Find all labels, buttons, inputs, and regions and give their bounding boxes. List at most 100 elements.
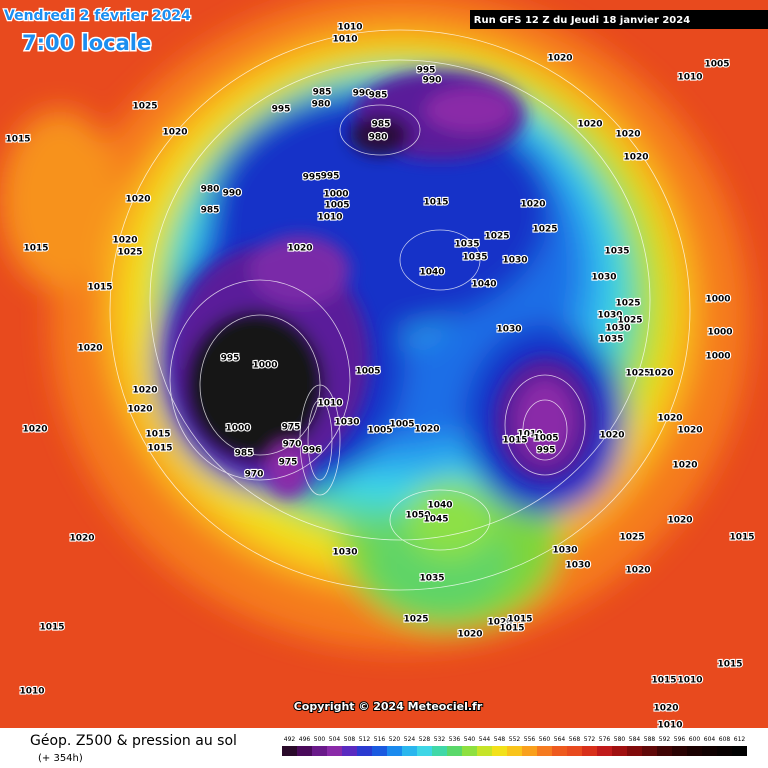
pressure-label: 1015 xyxy=(5,135,30,145)
scale-swatch xyxy=(732,746,747,756)
scale-swatch xyxy=(312,746,327,756)
pressure-label: 1000 xyxy=(323,190,348,200)
pressure-label: 980 xyxy=(312,100,331,110)
scale-label: 584 xyxy=(629,736,641,743)
scale-label: 568 xyxy=(569,736,581,743)
pressure-label: 1020 xyxy=(112,236,137,246)
pressure-label: 1015 xyxy=(145,430,170,440)
scale-label: 596 xyxy=(674,736,686,743)
pressure-label: 1015 xyxy=(23,244,48,254)
pressure-label: 1020 xyxy=(132,386,157,396)
pressure-label: 1020 xyxy=(287,244,312,254)
pressure-label: 1040 xyxy=(471,280,496,290)
pressure-label: 1050 xyxy=(405,511,430,521)
pressure-label: 1015 xyxy=(717,660,742,670)
pressure-label: 1005 xyxy=(324,201,349,211)
pressure-label: 1035 xyxy=(598,335,623,345)
pressure-label: 1020 xyxy=(677,426,702,436)
scale-swatch xyxy=(507,746,522,756)
pressure-label: 1035 xyxy=(454,240,479,250)
pressure-label: 1020 xyxy=(672,461,697,471)
pressure-label: 1030 xyxy=(332,548,357,558)
forecast-date: Vendredi 2 février 2024 xyxy=(4,8,191,24)
pressure-label: 1035 xyxy=(462,253,487,263)
pressure-label: 1030 xyxy=(605,324,630,334)
pressure-label: 1020 xyxy=(615,130,640,140)
scale-label: 572 xyxy=(584,736,596,743)
pressure-label: 995 xyxy=(417,66,436,76)
scale-swatch xyxy=(372,746,387,756)
pressure-label: 995 xyxy=(303,173,322,183)
scale-swatch xyxy=(357,746,372,756)
pressure-label: 1030 xyxy=(565,561,590,571)
scale-swatch xyxy=(387,746,402,756)
pressure-label: 1020 xyxy=(667,516,692,526)
pressure-label: 970 xyxy=(283,440,302,450)
pressure-label: 1020 xyxy=(648,369,673,379)
pressure-label: 985 xyxy=(313,88,332,98)
pressure-label: 970 xyxy=(245,470,264,480)
pressure-label: 1015 xyxy=(39,623,64,633)
scale-label: 548 xyxy=(494,736,506,743)
scale-swatch xyxy=(702,746,717,756)
pressure-label: 1000 xyxy=(252,361,277,371)
pressure-label: 1040 xyxy=(427,501,452,511)
pressure-label: 1020 xyxy=(77,344,102,354)
pressure-label: 1005 xyxy=(355,367,380,377)
pressure-label: 1020 xyxy=(162,128,187,138)
pressure-label: 1045 xyxy=(423,515,448,525)
pressure-label: 1015 xyxy=(502,436,527,446)
scale-swatch xyxy=(282,746,297,756)
pressure-label: 995 xyxy=(321,172,340,182)
scale-label: 516 xyxy=(374,736,386,743)
scale-swatch xyxy=(327,746,342,756)
pressure-label: 1020 xyxy=(623,153,648,163)
pressure-label: 1020 xyxy=(22,425,47,435)
run-info: Run GFS 12 Z du Jeudi 18 janvier 2024 xyxy=(474,15,690,26)
pressure-label: 1000 xyxy=(707,328,732,338)
pressure-label: 1030 xyxy=(591,273,616,283)
pressure-label: 1010 xyxy=(19,687,44,697)
run-box xyxy=(470,10,768,29)
pressure-label: 990 xyxy=(223,189,242,199)
pressure-label: 1025 xyxy=(132,102,157,112)
pressure-label: 1010 xyxy=(517,430,542,440)
scale-swatch xyxy=(297,746,312,756)
scale-swatch xyxy=(597,746,612,756)
pressure-label: 1010 xyxy=(317,213,342,223)
copyright: Copyright © 2024 Meteociel.fr xyxy=(294,700,483,713)
scale-swatch xyxy=(672,746,687,756)
pressure-label: 1020 xyxy=(457,630,482,640)
scale-swatch xyxy=(402,746,417,756)
pressure-label: 1025 xyxy=(117,248,142,258)
pressure-label: 1015 xyxy=(729,533,754,543)
pressure-label: 985 xyxy=(235,449,254,459)
scale-swatch xyxy=(552,746,567,756)
pressure-label: 1010 xyxy=(677,676,702,686)
pressure-label: 1020 xyxy=(127,405,152,415)
pressure-label: 1020 xyxy=(599,431,624,441)
scale-label: 528 xyxy=(419,736,431,743)
forecast-time: 7:00 locale xyxy=(22,31,151,55)
pressure-label: 1025 xyxy=(532,225,557,235)
scale-label: 588 xyxy=(644,736,656,743)
pressure-label: 1010 xyxy=(677,73,702,83)
pressure-label: 975 xyxy=(282,423,301,433)
scale-swatch xyxy=(627,746,642,756)
pressure-label: 1000 xyxy=(225,424,250,434)
pressure-label: 1025 xyxy=(617,316,642,326)
pressure-label: 996 xyxy=(303,446,322,456)
pressure-label: 1020 xyxy=(520,200,545,210)
scale-label: 540 xyxy=(464,736,476,743)
pressure-label: 1005 xyxy=(704,60,729,70)
scale-label: 600 xyxy=(689,736,701,743)
pressure-label: 1040 xyxy=(419,268,444,278)
pressure-label: 985 xyxy=(369,91,388,101)
scale-label: 608 xyxy=(719,736,731,743)
scale-label: 604 xyxy=(704,736,716,743)
pressure-label: 980 xyxy=(369,133,388,143)
scale-swatch xyxy=(432,746,447,756)
pressure-label: 1020 xyxy=(577,120,602,130)
pressure-label: 1010 xyxy=(337,23,362,33)
